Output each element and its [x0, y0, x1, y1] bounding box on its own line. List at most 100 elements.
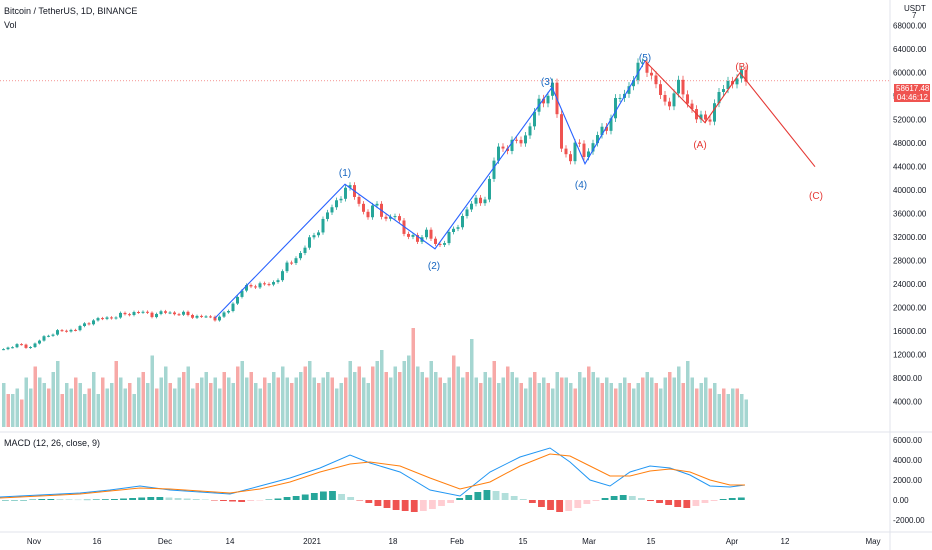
volume-bar: [537, 383, 541, 427]
volume-bar: [600, 383, 604, 427]
candle-body: [515, 139, 518, 141]
candle-body: [618, 97, 622, 99]
wave-label: (2): [428, 261, 440, 272]
wave-label: (1): [339, 168, 351, 179]
price-axis-tick: 44000.00: [893, 163, 927, 172]
volume-bar: [429, 361, 433, 427]
macd-histogram-bar: [692, 500, 700, 506]
macd-histogram-bar: [401, 500, 409, 511]
macd-histogram-bar: [310, 493, 318, 500]
macd-line: [0, 447, 746, 498]
candle-body: [119, 312, 122, 318]
macd-histogram-bar: [283, 497, 291, 500]
volume-bar: [33, 366, 37, 427]
macd-histogram-bar: [383, 500, 391, 508]
candle-body: [605, 126, 608, 131]
candle-body: [627, 86, 631, 94]
candle-body: [591, 143, 595, 152]
volume-bar: [596, 377, 600, 427]
volume-bar: [438, 377, 442, 427]
candle-body: [357, 196, 361, 204]
macd-axis-tick: 2000.00: [893, 476, 922, 485]
last-price: 58617.48: [896, 84, 930, 93]
macd-histogram-bar: [592, 500, 600, 501]
candle-body: [452, 228, 455, 233]
volume-bar: [524, 388, 528, 427]
volume-bar: [465, 372, 469, 427]
candle-body: [573, 142, 577, 162]
volume-bar: [222, 372, 226, 427]
volume-bar: [605, 377, 609, 427]
volume-bar: [744, 399, 748, 427]
candle-body: [722, 89, 725, 92]
volume-bar: [393, 366, 397, 427]
volume-bar: [695, 388, 699, 427]
candle-body: [533, 111, 536, 127]
macd-histogram-bar: [547, 500, 554, 510]
volume-bar: [24, 377, 28, 427]
candle-body: [110, 317, 113, 319]
candle-body: [735, 78, 739, 85]
macd-histogram-bar: [292, 496, 300, 500]
candle-body: [155, 313, 158, 318]
volume-bar: [294, 377, 298, 427]
candle-body: [654, 75, 658, 85]
macd-histogram-bar: [274, 498, 282, 500]
macd-histogram-bar: [319, 491, 327, 500]
volume-bar: [285, 377, 289, 427]
macd-histogram-bar: [210, 500, 218, 501]
candle-body: [128, 314, 131, 316]
macd-histogram-bar: [238, 500, 246, 502]
volume-bar: [672, 377, 676, 427]
candle-body: [339, 198, 343, 201]
volume-bar: [492, 361, 496, 427]
volume-bar: [357, 366, 361, 427]
candle-body: [245, 285, 248, 291]
price-axis-tick: 68000.00: [893, 22, 927, 31]
candle-body: [299, 253, 302, 259]
candle-body: [614, 98, 617, 119]
volume-bar: [290, 383, 294, 427]
volume-bar: [474, 377, 478, 427]
volume-bar: [204, 372, 208, 427]
volume-bar: [411, 328, 415, 427]
volume-bar: [186, 366, 190, 427]
candle-body: [465, 209, 469, 217]
volume-bar: [2, 383, 6, 427]
volume-bar: [641, 377, 645, 427]
volume-bar: [51, 372, 55, 427]
volume-bar: [560, 377, 564, 427]
macd-histogram-bar: [347, 497, 355, 500]
volume-bar: [501, 377, 505, 427]
candle-body: [690, 103, 694, 110]
macd-histogram-bar: [165, 497, 173, 500]
volume-bar: [362, 377, 366, 427]
candle-body: [263, 283, 266, 285]
volume-bar: [330, 377, 334, 427]
time-axis-tick: 16: [93, 537, 102, 546]
volume-bar: [699, 383, 703, 427]
volume-bar: [456, 366, 460, 427]
macd-histogram-bar: [447, 500, 454, 503]
price-axis-tick: 20000.00: [893, 304, 927, 313]
candle-body: [686, 94, 689, 104]
macd-histogram-bar: [519, 499, 527, 500]
macd-histogram-bar: [183, 498, 191, 500]
candle-body: [416, 235, 419, 242]
volume-bar: [92, 372, 96, 427]
volume-bar: [150, 355, 154, 427]
volume-bar: [105, 388, 109, 427]
candle-body: [569, 154, 572, 162]
candle-body: [632, 80, 635, 87]
candle-body: [375, 203, 379, 206]
macd-histogram-bar: [29, 499, 37, 500]
candle-body: [542, 98, 545, 104]
candle-body: [672, 93, 676, 107]
volume-bar: [447, 377, 451, 427]
macd-histogram-bar: [574, 500, 582, 508]
candle-body: [528, 126, 532, 136]
candle-body: [708, 119, 712, 122]
volume-bar: [114, 361, 118, 427]
volume-bar: [69, 388, 73, 427]
